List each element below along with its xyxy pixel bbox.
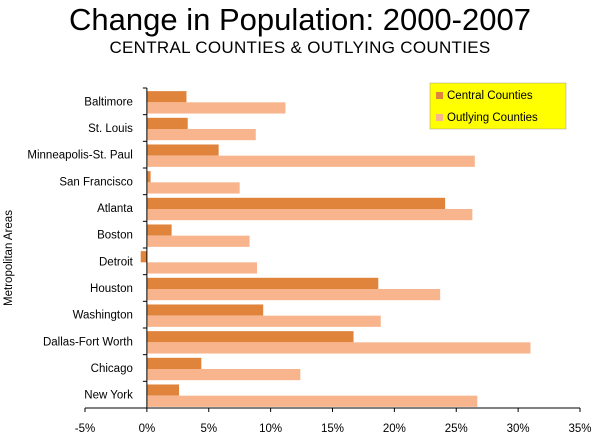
x-tick-label: 30% bbox=[507, 423, 530, 435]
category-label-san-francisco: San Francisco bbox=[59, 176, 133, 188]
bar-outlying-houston bbox=[146, 289, 441, 301]
category-label-atlanta: Atlanta bbox=[97, 203, 133, 215]
bar-central-baltimore bbox=[146, 91, 187, 103]
legend-swatch-outlying bbox=[436, 114, 443, 121]
bar-outlying-new-york bbox=[146, 395, 478, 407]
bar-outlying-baltimore bbox=[146, 102, 286, 114]
bar-outlying-atlanta bbox=[146, 209, 473, 221]
bars-group bbox=[140, 91, 531, 407]
x-tick-label: 15% bbox=[321, 423, 344, 435]
bar-central-minneapolis-st-paul bbox=[146, 144, 219, 156]
axes-group bbox=[84, 87, 581, 412]
bar-central-boston bbox=[146, 224, 172, 236]
category-label-houston: Houston bbox=[90, 283, 133, 295]
chart-subtitle: CENTRAL COUNTIES & OUTLYING COUNTIES bbox=[109, 38, 491, 57]
x-tick-label: -5% bbox=[75, 423, 95, 435]
bar-central-atlanta bbox=[146, 197, 446, 209]
bar-central-washington bbox=[146, 304, 264, 316]
category-label-minneapolis-st-paul: Minneapolis-St. Paul bbox=[27, 150, 132, 162]
x-tick-label: 25% bbox=[445, 423, 468, 435]
legend-label-outlying: Outlying Counties bbox=[447, 112, 538, 124]
x-tick-label: 35% bbox=[568, 423, 591, 435]
bar-central-san-francisco bbox=[146, 171, 151, 183]
bar-central-dallas-fort-worth bbox=[146, 331, 354, 343]
x-tick-label: 5% bbox=[200, 423, 217, 435]
legend-swatch-central bbox=[436, 92, 443, 99]
bar-outlying-chicago bbox=[146, 369, 301, 381]
legend-label-central: Central Counties bbox=[447, 90, 533, 102]
bar-outlying-detroit bbox=[146, 262, 258, 274]
x-tick-label: 0% bbox=[139, 423, 156, 435]
bar-central-chicago bbox=[146, 357, 202, 369]
legend: Central Counties Outlying Counties bbox=[429, 82, 567, 130]
bar-outlying-st-louis bbox=[146, 129, 256, 141]
bar-outlying-boston bbox=[146, 235, 250, 247]
category-label-boston: Boston bbox=[97, 230, 133, 242]
bar-central-new-york bbox=[146, 384, 180, 396]
legend-background bbox=[429, 82, 567, 130]
bar-outlying-dallas-fort-worth bbox=[146, 342, 531, 354]
bar-outlying-washington bbox=[146, 315, 381, 327]
tick-labels: -5% 0% 5% 10% 15% 20% 25% 30% 35% bbox=[75, 423, 592, 435]
bar-central-detroit bbox=[140, 251, 147, 263]
category-label-st-louis: St. Louis bbox=[88, 123, 133, 135]
category-labels: Baltimore St. Louis Minneapolis-St. Paul Sa… bbox=[27, 96, 133, 401]
category-label-baltimore: Baltimore bbox=[84, 96, 133, 108]
category-label-new-york: New York bbox=[84, 390, 133, 402]
x-tick-label: 20% bbox=[383, 423, 406, 435]
category-label-washington: Washington bbox=[73, 310, 133, 322]
x-tick-label: 10% bbox=[259, 423, 282, 435]
category-label-detroit: Detroit bbox=[99, 256, 134, 268]
chart-title: Change in Population: 2000-2007 bbox=[69, 2, 531, 37]
bar-central-st-louis bbox=[146, 117, 188, 129]
category-label-dallas-fort-worth: Dallas-Fort Worth bbox=[43, 336, 133, 348]
bar-outlying-minneapolis-st-paul bbox=[146, 155, 475, 167]
category-label-chicago: Chicago bbox=[91, 363, 133, 375]
bar-outlying-san-francisco bbox=[146, 182, 240, 194]
y-axis-label: Metropolitan Areas bbox=[3, 210, 15, 306]
bar-central-houston bbox=[146, 277, 379, 289]
